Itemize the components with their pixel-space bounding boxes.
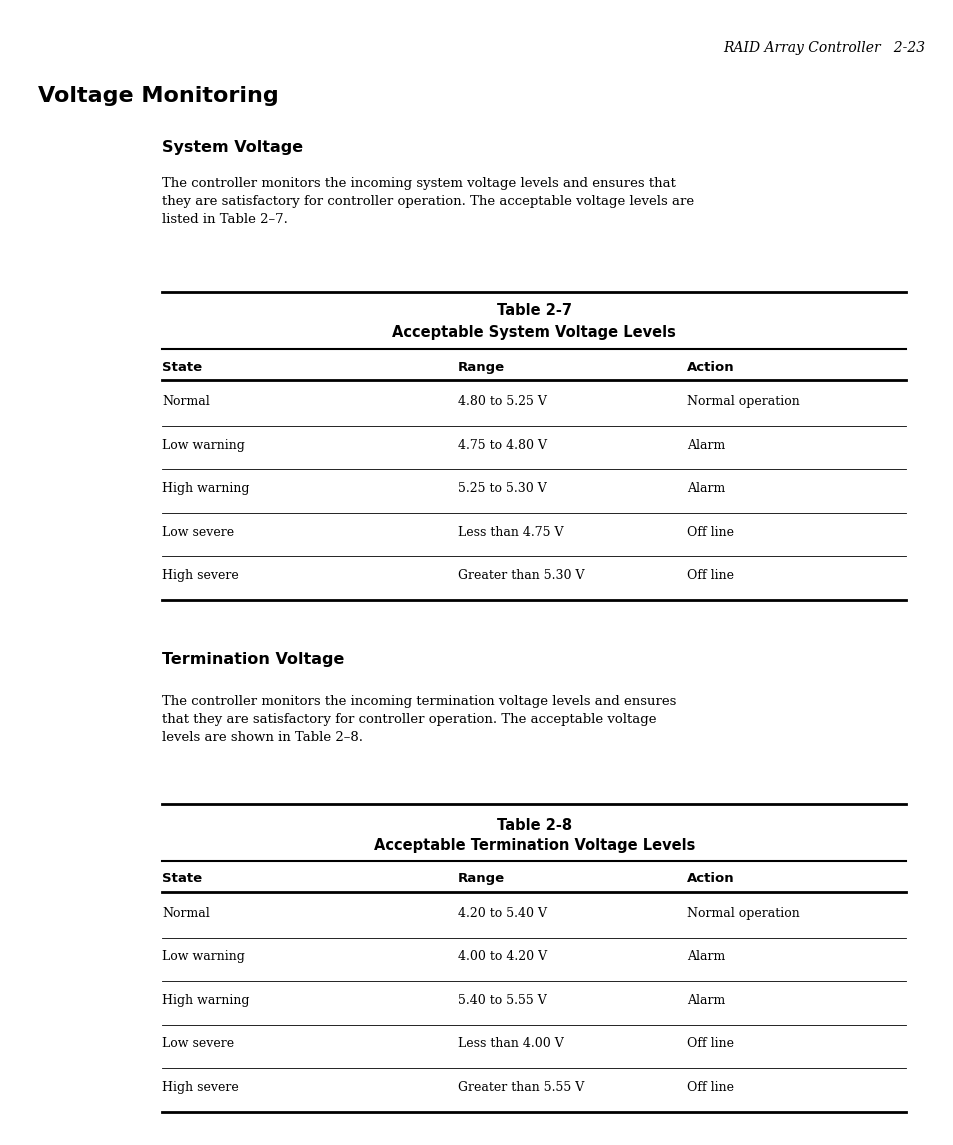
Text: 4.00 to 4.20 V: 4.00 to 4.20 V: [457, 950, 546, 963]
Text: Alarm: Alarm: [686, 439, 724, 451]
Text: System Voltage: System Voltage: [162, 140, 303, 155]
Text: 4.20 to 5.40 V: 4.20 to 5.40 V: [457, 907, 546, 919]
Text: Greater than 5.55 V: Greater than 5.55 V: [457, 1081, 583, 1093]
Text: 4.80 to 5.25 V: 4.80 to 5.25 V: [457, 395, 546, 408]
Text: Alarm: Alarm: [686, 950, 724, 963]
Text: Low warning: Low warning: [162, 950, 245, 963]
Text: 5.40 to 5.55 V: 5.40 to 5.55 V: [457, 994, 546, 1006]
Text: High warning: High warning: [162, 482, 250, 495]
Text: Normal: Normal: [162, 907, 210, 919]
Text: Acceptable System Voltage Levels: Acceptable System Voltage Levels: [392, 325, 676, 340]
Text: Off line: Off line: [686, 1037, 733, 1050]
Text: Off line: Off line: [686, 526, 733, 538]
Text: Voltage Monitoring: Voltage Monitoring: [38, 86, 278, 105]
Text: 5.25 to 5.30 V: 5.25 to 5.30 V: [457, 482, 546, 495]
Text: 4.75 to 4.80 V: 4.75 to 4.80 V: [457, 439, 546, 451]
Text: Off line: Off line: [686, 569, 733, 582]
Text: Action: Action: [686, 361, 734, 373]
Text: State: State: [162, 872, 202, 885]
Text: Range: Range: [457, 361, 504, 373]
Text: Less than 4.00 V: Less than 4.00 V: [457, 1037, 563, 1050]
Text: The controller monitors the incoming system voltage levels and ensures that
they: The controller monitors the incoming sys…: [162, 177, 694, 227]
Text: High warning: High warning: [162, 994, 250, 1006]
Text: Low warning: Low warning: [162, 439, 245, 451]
Text: State: State: [162, 361, 202, 373]
Text: Off line: Off line: [686, 1081, 733, 1093]
Text: Table 2-7: Table 2-7: [497, 303, 571, 318]
Text: Greater than 5.30 V: Greater than 5.30 V: [457, 569, 584, 582]
Text: Action: Action: [686, 872, 734, 885]
Text: Normal operation: Normal operation: [686, 395, 799, 408]
Text: Less than 4.75 V: Less than 4.75 V: [457, 526, 563, 538]
Text: Table 2-8: Table 2-8: [497, 818, 571, 832]
Text: Alarm: Alarm: [686, 994, 724, 1006]
Text: The controller monitors the incoming termination voltage levels and ensures
that: The controller monitors the incoming ter…: [162, 695, 676, 744]
Text: Range: Range: [457, 872, 504, 885]
Text: Alarm: Alarm: [686, 482, 724, 495]
Text: Acceptable Termination Voltage Levels: Acceptable Termination Voltage Levels: [374, 838, 694, 853]
Text: Termination Voltage: Termination Voltage: [162, 652, 344, 666]
Text: High severe: High severe: [162, 1081, 238, 1093]
Text: RAID Array Controller   2-23: RAID Array Controller 2-23: [722, 41, 924, 55]
Text: Normal operation: Normal operation: [686, 907, 799, 919]
Text: Low severe: Low severe: [162, 526, 234, 538]
Text: High severe: High severe: [162, 569, 238, 582]
Text: Low severe: Low severe: [162, 1037, 234, 1050]
Text: Normal: Normal: [162, 395, 210, 408]
